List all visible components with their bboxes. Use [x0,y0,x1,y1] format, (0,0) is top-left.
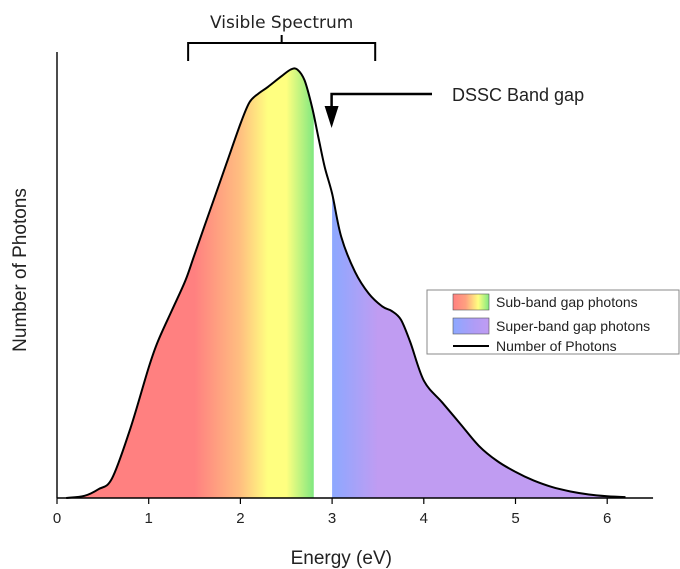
x-tick-label: 2 [236,510,244,527]
legend-swatch-super [452,317,490,335]
band-gap-region [313,68,333,498]
y-axis-title: Number of Photons [10,188,31,352]
x-tick-label: 5 [511,510,519,527]
band-gap-annotation: DSSC Band gap [324,85,584,128]
band-gap-arrow-line [330,92,432,108]
bracket-line [187,35,377,61]
legend-label-super: Super-band gap photons [496,318,650,334]
photon-curve [66,67,626,499]
axes: 0 1 2 3 4 5 6 [53,52,654,527]
x-tick-label: 1 [145,510,153,527]
x-tick-label: 0 [53,510,61,527]
band-gap-arrow-head [324,106,339,128]
legend-label-sub: Sub-band gap photons [496,294,638,310]
band-gap-label: DSSC Band gap [452,85,584,105]
x-axis-title: Energy (eV) [291,548,392,569]
visible-spectrum-bracket: Visible Spectrum [187,13,377,61]
legend-label-curve: Number of Photons [496,338,617,354]
legend: Sub-band gap photons Super-band gap phot… [426,289,680,355]
x-tick-label: 6 [603,510,611,527]
legend-swatch-sub [452,293,490,311]
x-tick-label: 4 [420,510,428,527]
x-tick-label: 3 [328,510,336,527]
visible-spectrum-label: Visible Spectrum [210,13,353,33]
